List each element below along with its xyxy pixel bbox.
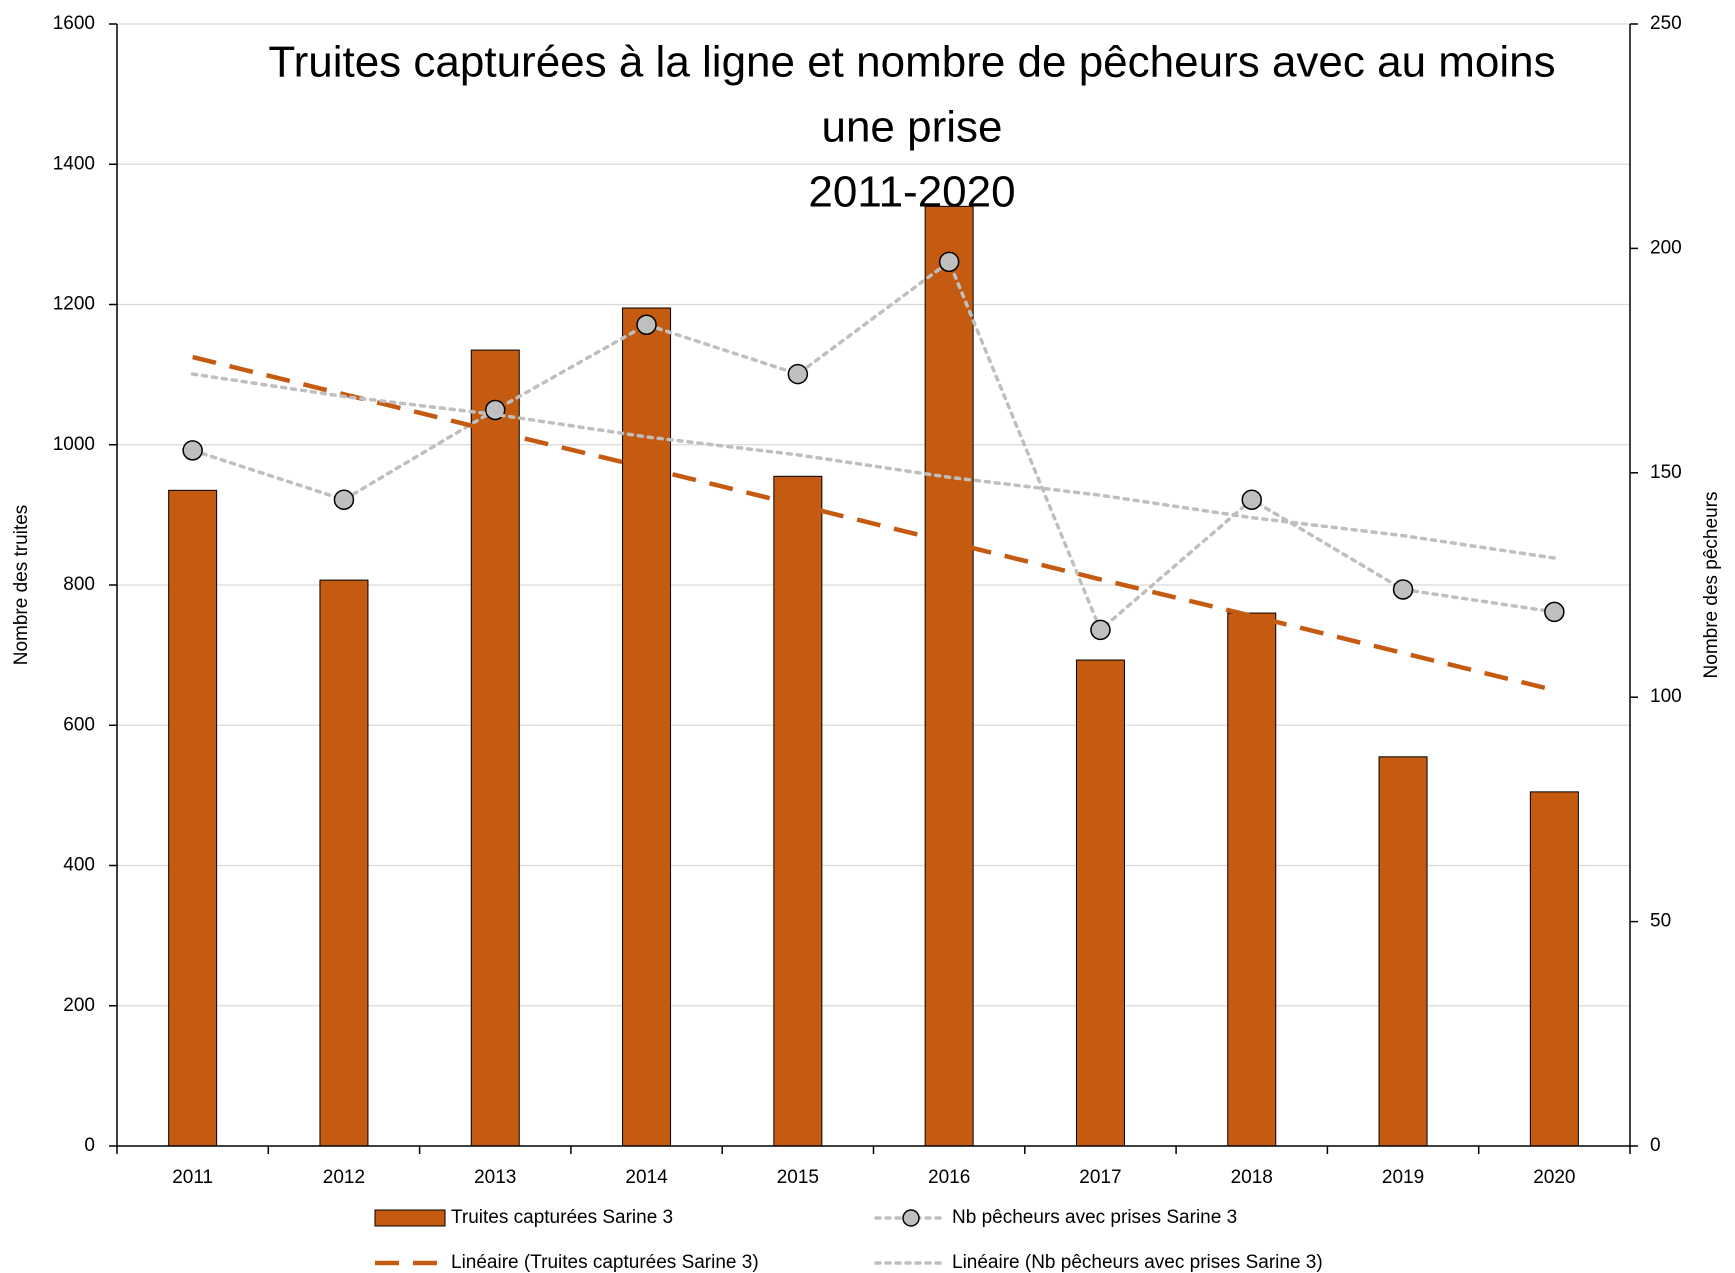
y2-tick-label: 50 <box>1650 911 1671 932</box>
bar <box>319 579 369 1147</box>
y-tick-label: 400 <box>63 855 95 876</box>
bar <box>470 349 520 1147</box>
y-axis-title: Nombre des truites <box>11 505 32 666</box>
bar <box>924 205 974 1147</box>
y2-tick-label: 100 <box>1650 686 1682 707</box>
y-tick-label: 600 <box>63 714 95 735</box>
x-tick-label: 2013 <box>474 1167 516 1188</box>
chart-title: Truites capturées à la ligne et nombre d… <box>268 38 1555 87</box>
chart-title: une prise <box>821 103 1002 152</box>
bar <box>1075 659 1125 1147</box>
marker <box>182 440 203 461</box>
line <box>190 259 1557 633</box>
x-tick-label: 2018 <box>1231 1167 1273 1188</box>
x-tick-label: 2012 <box>323 1167 365 1188</box>
x-tick-label: 2015 <box>777 1167 819 1188</box>
bar <box>622 307 672 1147</box>
legend-label: Linéaire (Truites capturées Sarine 3) <box>451 1252 759 1273</box>
x-tick-label: 2020 <box>1533 1167 1575 1188</box>
legend-swatch <box>374 1209 446 1227</box>
y2-tick-label: 150 <box>1650 462 1682 483</box>
chart-title: 2011-2020 <box>808 168 1015 217</box>
x-tick-label: 2014 <box>625 1167 668 1188</box>
legend-label: Nb pêcheurs avec prises Sarine 3 <box>952 1207 1237 1228</box>
marker <box>787 363 809 385</box>
bar <box>773 475 823 1147</box>
y-tick-label: 1600 <box>53 13 95 34</box>
y-tick-label: 800 <box>63 574 95 595</box>
y2-axis-title: Nombre des pêcheurs <box>1701 492 1722 679</box>
x-tick-label: 2016 <box>928 1167 970 1188</box>
y-tick-label: 1200 <box>53 294 95 315</box>
bar <box>1378 756 1428 1147</box>
bar <box>1529 791 1579 1147</box>
bar <box>1227 612 1277 1147</box>
marker <box>333 489 355 510</box>
x-tick-label: 2011 <box>172 1167 213 1188</box>
legend-label: Truites capturées Sarine 3 <box>451 1207 673 1228</box>
bar <box>168 489 218 1147</box>
line <box>190 372 1557 560</box>
legend-label: Linéaire (Nb pêcheurs avec prises Sarine… <box>952 1252 1323 1273</box>
marker <box>636 314 657 335</box>
marker <box>938 251 960 273</box>
x-tick-label: 2019 <box>1382 1167 1424 1188</box>
y-tick-label: 200 <box>63 995 95 1016</box>
legend-marker <box>902 1209 920 1227</box>
y2-tick-label: 250 <box>1650 13 1682 34</box>
y-tick-label: 0 <box>84 1135 95 1156</box>
trend-line <box>192 354 1555 693</box>
y2-tick-label: 200 <box>1650 237 1682 258</box>
y-tick-label: 1000 <box>53 434 95 455</box>
y2-tick-label: 0 <box>1650 1135 1661 1156</box>
marker <box>1544 601 1565 623</box>
marker <box>1090 619 1111 641</box>
marker <box>1241 489 1262 510</box>
y-tick-label: 1400 <box>53 153 95 174</box>
x-tick-label: 2017 <box>1079 1167 1121 1188</box>
marker <box>1392 579 1414 600</box>
